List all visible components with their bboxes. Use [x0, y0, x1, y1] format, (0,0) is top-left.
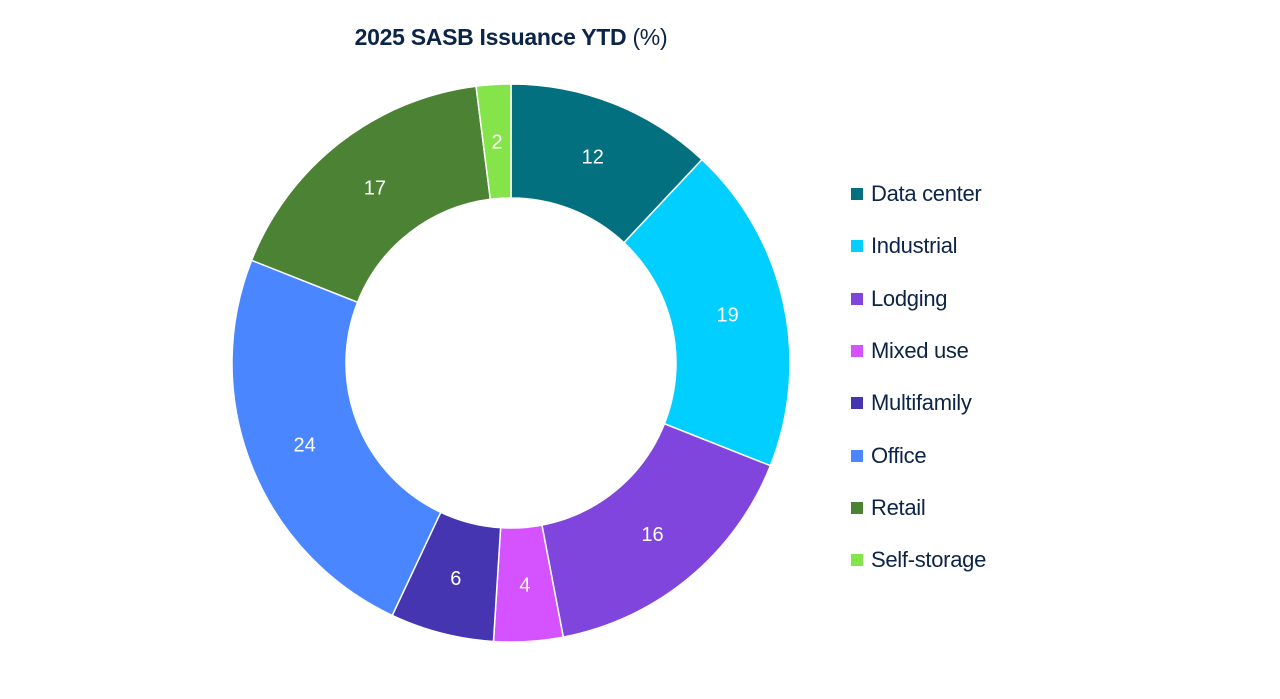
chart-title: 2025 SASB Issuance YTD (%) — [0, 24, 1022, 51]
slice-lodging — [541, 422, 772, 638]
chart-title-unit: (%) — [632, 24, 668, 50]
legend-label: Mixed use — [871, 338, 969, 364]
legend-item: Self-storage — [851, 534, 986, 586]
legend-item: Data center — [851, 168, 986, 220]
legend-swatch — [851, 188, 863, 201]
data-label: 16 — [641, 524, 663, 546]
legend-label: Multifamily — [871, 390, 972, 416]
legend-swatch — [851, 449, 863, 462]
legend-label: Self-storage — [871, 547, 987, 573]
data-label: 17 — [364, 178, 386, 200]
slice-industrial — [622, 158, 791, 467]
slice-office — [231, 259, 442, 617]
data-label: 12 — [582, 147, 604, 169]
legend: Data center Industrial Lodging Mixed use Mul… — [851, 168, 986, 586]
data-label: 2 — [491, 131, 502, 153]
legend-item: Multifamily — [851, 377, 986, 429]
slice-retail — [250, 85, 492, 304]
legend-item: Lodging — [851, 273, 986, 325]
legend-item: Office — [851, 429, 986, 481]
legend-label: Data center — [871, 181, 982, 207]
legend-swatch — [851, 345, 863, 358]
legend-swatch — [851, 554, 863, 567]
legend-swatch — [851, 292, 863, 305]
legend-label: Industrial — [871, 233, 958, 259]
legend-item: Industrial — [851, 220, 986, 272]
legend-label: Lodging — [871, 285, 948, 311]
legend-swatch — [851, 501, 863, 514]
legend-swatch — [851, 240, 863, 253]
data-label: 6 — [450, 568, 461, 590]
data-label: 4 — [519, 575, 530, 597]
legend-item: Retail — [851, 482, 986, 534]
data-label: 24 — [293, 435, 315, 457]
chart-title-text: 2025 SASB Issuance YTD — [354, 24, 627, 50]
slice-self-storage — [475, 83, 512, 201]
legend-item: Mixed use — [851, 325, 986, 377]
legend-label: Office — [871, 442, 927, 468]
data-label: 19 — [717, 305, 739, 327]
legend-swatch — [851, 397, 863, 410]
legend-label: Retail — [871, 494, 926, 520]
